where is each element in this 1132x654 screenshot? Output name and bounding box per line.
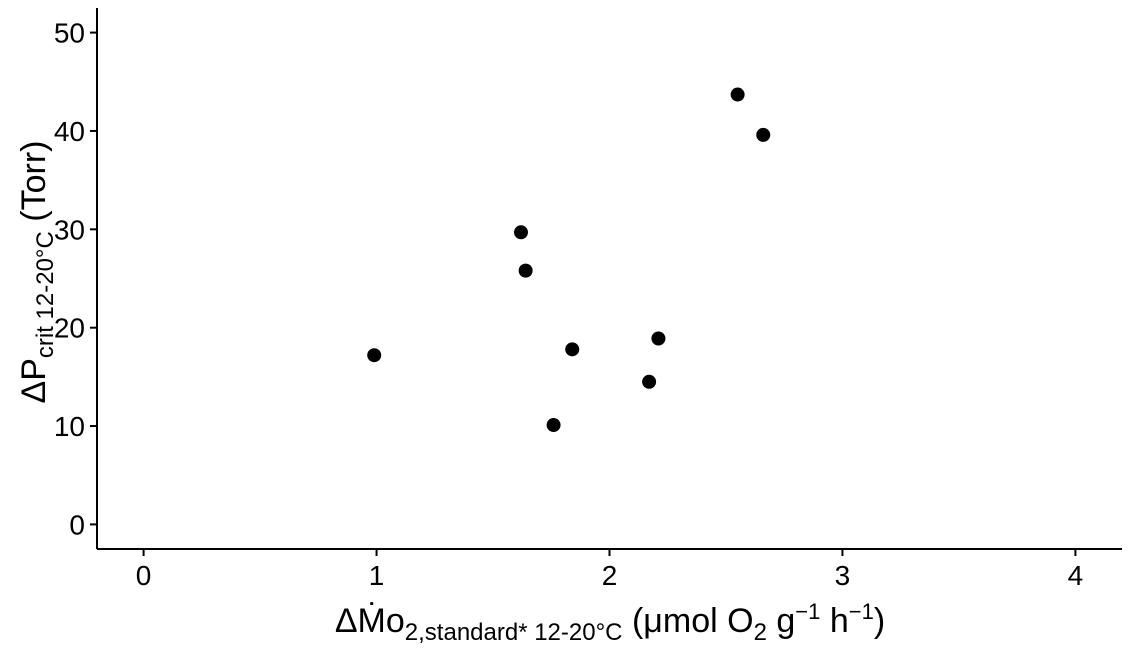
y-tick-label: 10 [54,411,85,442]
x-title-unit-open: (μmol O [623,602,754,640]
x-title-unit-g: g [767,602,795,640]
data-point [642,374,657,389]
data-point [518,263,533,278]
data-point [651,331,666,346]
x-title-subscript: 2,standard* 12-20°C [405,619,623,646]
data-point [546,418,561,433]
x-tick-label: 2 [602,560,618,591]
y-title-main: P [15,358,53,381]
x-title-main: Ṁo [358,602,405,640]
y-tick-label: 0 [69,509,85,540]
x-title-unit-subscript: 2 [754,619,767,646]
data-point [513,225,528,240]
y-title-unit: (Torr) [15,140,53,231]
x-title-unit-close: ) [874,602,885,640]
y-axis-title: ΔPcrit 12-20°C (Torr) [15,140,59,403]
x-title-unit-superscript-2: −1 [849,599,874,624]
x-title-unit-h: h [820,602,848,640]
x-tick-label: 4 [1068,560,1084,591]
data-point [730,87,745,102]
data-point [756,127,771,142]
x-tick-label: 0 [136,560,152,591]
x-title-unit-superscript-1: −1 [795,599,820,624]
data-point [565,342,580,357]
y-tick-label: 20 [54,313,85,344]
y-tick-label: 40 [54,116,85,147]
y-tick-label: 50 [54,18,85,49]
x-axis-title: ΔṀo2,standard* 12-20°C (μmol O2 g−1 h−1) [335,599,885,646]
x-axis-ticks: 0 1 2 3 4 [136,549,1083,591]
y-title-subscript: crit 12-20°C [32,231,59,358]
x-tick-label: 3 [835,560,851,591]
x-tick-label: 1 [369,560,385,591]
y-axis-ticks: 0 10 20 30 40 50 [54,18,97,540]
data-point [367,348,382,363]
points-layer [367,87,771,433]
y-title-delta: Δ [15,381,53,404]
y-tick-label: 30 [54,214,85,245]
x-title-delta: Δ [335,602,358,640]
